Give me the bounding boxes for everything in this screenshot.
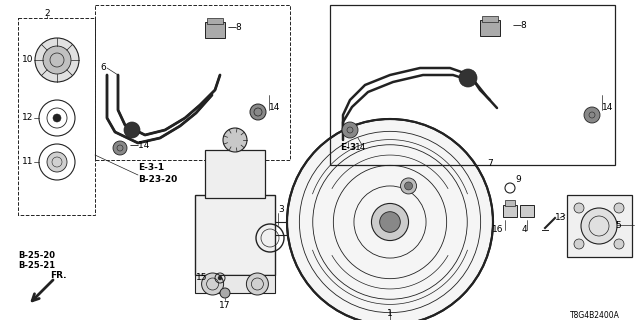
Text: 17: 17 <box>220 300 231 309</box>
Bar <box>520 205 534 217</box>
Circle shape <box>459 69 477 87</box>
Text: 4: 4 <box>521 226 527 235</box>
Circle shape <box>53 114 61 122</box>
Circle shape <box>404 182 413 190</box>
Bar <box>195 275 275 293</box>
Bar <box>205 150 265 198</box>
Circle shape <box>223 128 247 152</box>
Text: —8: —8 <box>513 20 528 29</box>
Circle shape <box>113 141 127 155</box>
Polygon shape <box>107 75 220 143</box>
Bar <box>95 5 290 160</box>
Text: 13: 13 <box>555 213 566 222</box>
Text: 7: 7 <box>487 158 493 167</box>
Text: 15: 15 <box>195 274 207 283</box>
Bar <box>195 195 275 275</box>
Text: 14: 14 <box>602 103 613 113</box>
Circle shape <box>401 178 417 194</box>
Circle shape <box>574 203 584 213</box>
Circle shape <box>614 239 624 249</box>
Bar <box>18 18 95 215</box>
Text: E-3: E-3 <box>340 143 356 153</box>
Text: E-3-1: E-3-1 <box>138 164 164 172</box>
Bar <box>480 20 500 36</box>
Circle shape <box>614 203 624 213</box>
Bar <box>503 205 517 217</box>
Circle shape <box>220 288 230 298</box>
Text: 2: 2 <box>44 9 50 18</box>
Bar <box>207 18 223 24</box>
Bar <box>567 195 632 257</box>
Text: 6: 6 <box>100 63 106 73</box>
Circle shape <box>250 104 266 120</box>
Text: 16: 16 <box>492 226 504 235</box>
Bar <box>482 16 498 22</box>
Circle shape <box>246 273 268 295</box>
Text: 14: 14 <box>355 143 366 153</box>
Circle shape <box>371 204 408 241</box>
Bar <box>505 200 515 206</box>
Circle shape <box>47 152 67 172</box>
Text: B-25-21: B-25-21 <box>18 260 55 269</box>
Text: 10: 10 <box>22 55 33 65</box>
Circle shape <box>342 122 358 138</box>
Text: —8: —8 <box>228 23 243 33</box>
Circle shape <box>124 122 140 138</box>
Circle shape <box>574 239 584 249</box>
Bar <box>330 5 615 165</box>
Text: 5: 5 <box>615 220 621 229</box>
Text: 9: 9 <box>515 175 521 185</box>
Text: B-25-20: B-25-20 <box>18 251 55 260</box>
Text: T8G4B2400A: T8G4B2400A <box>570 311 620 320</box>
Circle shape <box>287 119 493 320</box>
Circle shape <box>581 208 617 244</box>
Text: B-23-20: B-23-20 <box>138 175 177 185</box>
Text: 3: 3 <box>278 205 284 214</box>
Text: FR.: FR. <box>50 270 67 279</box>
Circle shape <box>202 273 223 295</box>
Circle shape <box>35 38 79 82</box>
Circle shape <box>43 46 71 74</box>
Circle shape <box>584 107 600 123</box>
Bar <box>205 22 225 38</box>
Text: —14: —14 <box>130 140 150 149</box>
Text: 14: 14 <box>269 103 280 113</box>
Text: 1: 1 <box>387 308 393 317</box>
Circle shape <box>380 212 400 232</box>
Text: 12: 12 <box>22 114 33 123</box>
Text: 11: 11 <box>22 157 33 166</box>
Circle shape <box>218 276 222 280</box>
